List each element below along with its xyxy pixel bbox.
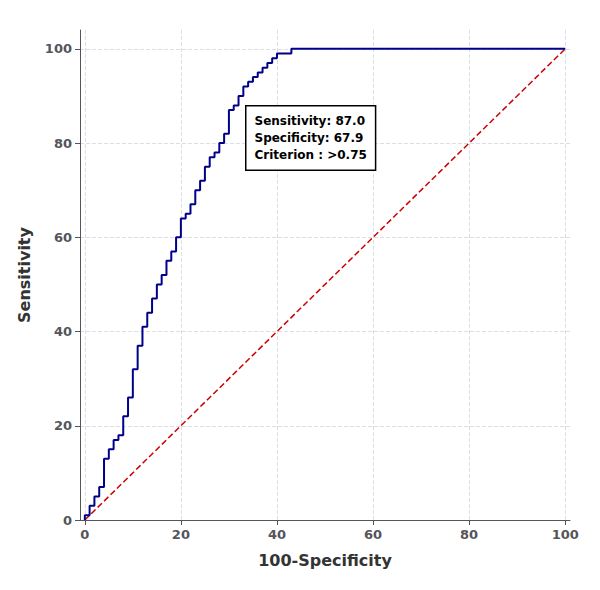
- svg-text:40: 40: [54, 324, 72, 339]
- svg-text:Criterion : >0.75: Criterion : >0.75: [255, 148, 367, 162]
- svg-text:20: 20: [172, 527, 190, 542]
- svg-text:Specificity: 67.9: Specificity: 67.9: [255, 131, 364, 145]
- svg-text:80: 80: [460, 527, 478, 542]
- svg-text:0: 0: [63, 513, 72, 528]
- svg-text:100-Specificity: 100-Specificity: [258, 551, 392, 570]
- svg-text:Sensitivity: Sensitivity: [15, 226, 34, 322]
- svg-text:Sensitivity: 87.0: Sensitivity: 87.0: [255, 114, 366, 128]
- svg-text:100: 100: [552, 527, 579, 542]
- svg-text:0: 0: [80, 527, 89, 542]
- svg-text:100: 100: [45, 41, 72, 56]
- svg-text:60: 60: [54, 230, 72, 245]
- svg-text:60: 60: [364, 527, 382, 542]
- svg-text:20: 20: [54, 418, 72, 433]
- svg-text:80: 80: [54, 136, 72, 151]
- svg-text:40: 40: [268, 527, 286, 542]
